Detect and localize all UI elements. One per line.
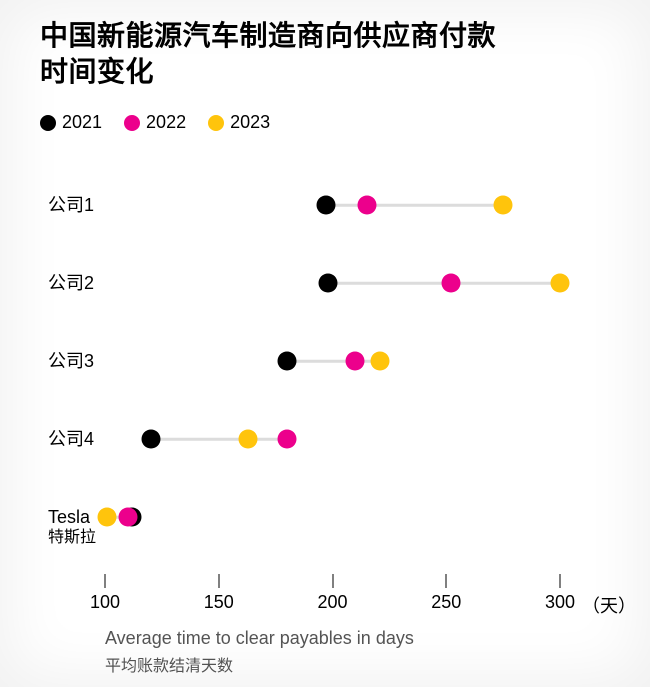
dot-2022 <box>346 352 365 371</box>
row-connector <box>287 360 380 363</box>
row-label: Tesla <box>48 506 90 529</box>
dot-2021 <box>316 196 335 215</box>
dot-2022 <box>357 196 376 215</box>
row-connector <box>326 204 503 207</box>
x-tick <box>446 574 447 588</box>
x-tick-label: 150 <box>204 592 234 613</box>
row-label: 公司3 <box>48 350 94 373</box>
row-sublabel: 特斯拉 <box>48 528 96 547</box>
x-unit-label: （天） <box>582 592 636 618</box>
x-tick-label: 300 <box>545 592 575 613</box>
dot-2023 <box>551 274 570 293</box>
dot-2023 <box>239 430 258 449</box>
x-tick-label: 200 <box>317 592 347 613</box>
x-caption-zh: 平均账款结清天数 <box>105 652 233 676</box>
dot-2021 <box>141 430 160 449</box>
dot-2023 <box>494 196 513 215</box>
dot-2022 <box>118 508 137 527</box>
dot-2021 <box>318 274 337 293</box>
x-tick-label: 250 <box>431 592 461 613</box>
dot-2022 <box>278 430 297 449</box>
dot-2023 <box>98 508 117 527</box>
x-tick-label: 100 <box>90 592 120 613</box>
plot-area: 公司1 公司2 公司3 公司4 Tesla特斯拉 100 150 200 250 300 （天） <box>0 0 650 687</box>
dot-2022 <box>441 274 460 293</box>
row-connector <box>151 438 288 441</box>
dot-2021 <box>278 352 297 371</box>
row-label: 公司1 <box>48 194 94 217</box>
dot-2023 <box>371 352 390 371</box>
x-tick <box>218 574 219 588</box>
row-label: 公司4 <box>48 428 94 451</box>
row-label: 公司2 <box>48 272 94 295</box>
x-tick <box>105 574 106 588</box>
x-tick <box>332 574 333 588</box>
x-tick <box>560 574 561 588</box>
x-caption-en: Average time to clear payables in days <box>105 628 414 649</box>
